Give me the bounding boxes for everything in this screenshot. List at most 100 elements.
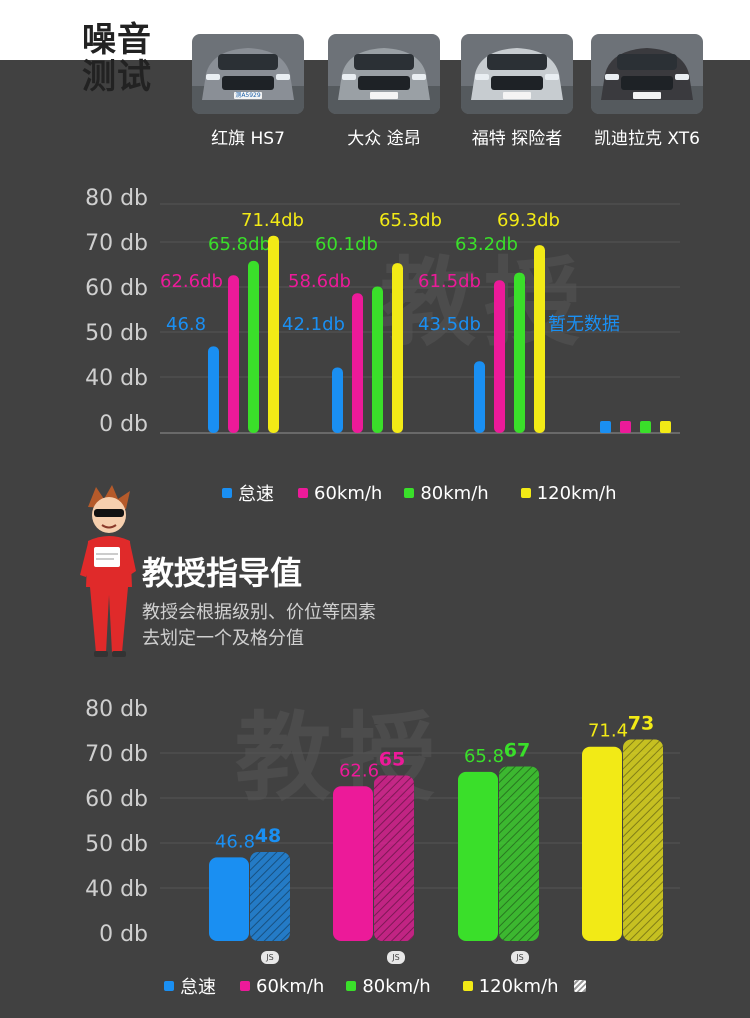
guide-value-label: 48 xyxy=(255,825,281,847)
title-line-2: 测试 xyxy=(82,57,152,97)
bar xyxy=(352,293,363,433)
car-photo-4 xyxy=(591,34,703,114)
legend-label: 120km/h xyxy=(478,975,559,997)
legend-swatch xyxy=(164,981,174,991)
bar-measured xyxy=(209,857,249,941)
y-tick-label: 70 db xyxy=(85,742,148,767)
legend-label: 怠速 xyxy=(180,977,216,998)
y-tick-label: 60 db xyxy=(85,787,148,812)
legend-item: 60km/h xyxy=(240,976,324,997)
legend-swatch xyxy=(520,488,531,498)
legend-label: 怠速 xyxy=(238,484,274,505)
bar-measured xyxy=(582,746,622,941)
noise-chart-by-car: 80 db 70 db 60 db 50 db 40 db 0 db 46.8 42.1db 4… xyxy=(85,186,680,437)
bar xyxy=(392,263,403,433)
professor-avatar xyxy=(80,485,136,657)
legend-swatch xyxy=(404,488,415,498)
bar xyxy=(474,361,485,433)
bar-guide xyxy=(250,852,290,941)
title-line-1: 噪音 xyxy=(82,20,152,60)
legend-guide-swatch xyxy=(574,980,587,992)
bar xyxy=(268,235,279,433)
y-tick-label: 70 db xyxy=(85,231,148,256)
data-label: 71.4db xyxy=(241,210,304,231)
legend-label: 60km/h xyxy=(314,482,383,504)
guide-value-label: 67 xyxy=(504,740,530,762)
measured-value-label: 65.8 xyxy=(464,746,504,767)
bar xyxy=(332,367,343,433)
legend-item: 80km/h xyxy=(404,482,489,504)
y-tick-label: 0 db xyxy=(99,412,148,437)
bar-placeholder xyxy=(600,421,611,433)
bar xyxy=(228,275,239,433)
bar-placeholder xyxy=(660,421,671,433)
car-name-2: 大众 途昂 xyxy=(347,129,421,149)
data-label: 69.3db xyxy=(497,210,560,231)
data-label: 46.8 xyxy=(166,314,206,335)
bar xyxy=(534,245,545,433)
bar-measured xyxy=(458,771,498,941)
data-label: 42.1db xyxy=(282,314,345,335)
page-title: 噪音 测试 xyxy=(82,22,170,102)
bar xyxy=(248,260,259,433)
watermark-top: 教授 xyxy=(380,247,588,359)
bar-placeholder xyxy=(640,421,651,433)
y-tick-label: 60 db xyxy=(85,276,148,301)
bar-guide xyxy=(499,766,539,941)
y-tick-label: 80 db xyxy=(85,186,148,211)
data-label: 62.6db xyxy=(160,271,223,292)
bar xyxy=(208,346,219,433)
car-photo-2 xyxy=(328,34,440,114)
car-name-1: 红旗 HS7 xyxy=(211,129,285,149)
legend-swatch xyxy=(462,981,473,991)
data-label: 43.5db xyxy=(418,314,481,335)
legend-chart-2: 怠速 60km/h 80km/h 120km/h xyxy=(164,973,587,999)
data-label: 63.2db xyxy=(455,234,518,255)
professor-desc-line-1: 教授会根据级别、价位等因素 xyxy=(142,602,376,623)
car-photo-1: 测A5929 xyxy=(192,34,304,114)
no-data-label: 暂无数据 xyxy=(548,314,620,335)
js-badge-2: JS xyxy=(387,951,405,964)
measured-value-label: 62.6 xyxy=(339,760,379,781)
legend-item: 120km/h xyxy=(462,975,559,997)
data-label: 61.5db xyxy=(418,271,481,292)
bar-guide xyxy=(374,775,414,941)
car-name-3: 福特 探险者 xyxy=(471,129,563,149)
car-plate-1: 测A5929 xyxy=(235,92,261,99)
legend-chart-1: 怠速 60km/h 80km/h 120km/h xyxy=(222,480,616,506)
legend-item: 80km/h xyxy=(346,975,431,997)
data-label: 65.3db xyxy=(379,210,442,231)
measured-value-label: 71.4 xyxy=(588,721,628,742)
bar xyxy=(514,272,525,433)
y-tick-label: 50 db xyxy=(85,321,148,346)
professor-description: 教授会根据级别、价位等因素 去划定一个及格分值 xyxy=(142,600,376,652)
legend-swatch xyxy=(222,488,232,498)
data-label: 58.6db xyxy=(288,271,351,292)
professor-desc-line-2: 去划定一个及格分值 xyxy=(142,628,304,649)
guide-value-label: 73 xyxy=(628,713,654,735)
js-badge-3: JS xyxy=(511,951,529,964)
data-label: 65.8db xyxy=(208,234,271,255)
car-photo-3 xyxy=(461,34,573,114)
legend-item: 60km/h xyxy=(298,483,382,504)
car-name-4: 凯迪拉克 XT6 xyxy=(594,129,700,149)
legend-item: 怠速 xyxy=(222,480,274,506)
legend-swatch xyxy=(298,488,308,498)
bar xyxy=(372,286,383,433)
guide-value-label: 65 xyxy=(379,749,405,771)
bar xyxy=(494,280,505,433)
legend-label: 80km/h xyxy=(362,975,431,997)
legend-label: 80km/h xyxy=(420,482,489,504)
js-badge-1: JS xyxy=(261,951,279,964)
y-tick-label: 40 db xyxy=(85,366,148,391)
legend-swatch xyxy=(240,981,250,991)
legend-item: 怠速 xyxy=(164,973,216,999)
y-tick-label: 0 db xyxy=(99,922,148,947)
data-label: 60.1db xyxy=(315,234,378,255)
legend-label: 60km/h xyxy=(256,975,325,997)
bar-guide xyxy=(623,739,663,941)
legend-item: 120km/h xyxy=(520,482,617,504)
legend-label: 120km/h xyxy=(536,482,617,504)
y-tick-label: 50 db xyxy=(85,832,148,857)
